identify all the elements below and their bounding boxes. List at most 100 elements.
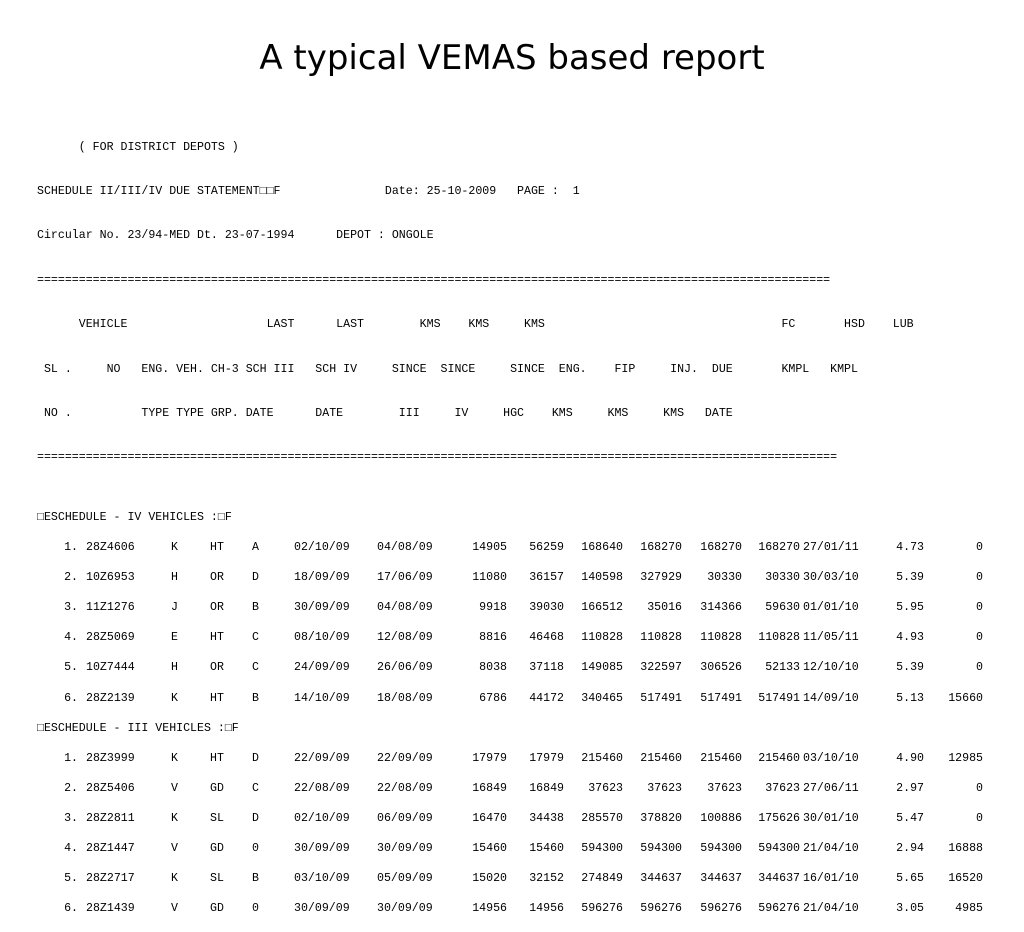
cell-eng: H [171, 571, 178, 585]
cell-inj: 37623 [765, 781, 800, 795]
spacer [37, 767, 914, 782]
cell-ch: C [252, 781, 259, 795]
cell-fc: 03/10/10 [803, 751, 859, 765]
cell-veh: SL [210, 811, 224, 825]
section-heading: □ESCHEDULE - IV VEHICLES :□F [37, 511, 232, 525]
cell-fc: 21/04/10 [803, 842, 859, 856]
cell-fip: 314366 [700, 601, 742, 615]
spacer [37, 736, 914, 751]
cell-hgc: 596276 [581, 902, 623, 916]
cell-inj: 168270 [758, 541, 800, 555]
cell-hgc: 215460 [581, 751, 623, 765]
circular-depot-line: Circular No. 23/94-MED Dt. 23-07-1994 DE… [37, 229, 434, 243]
cell-last4: 05/09/09 [377, 872, 433, 886]
cell-sl: 1. [64, 751, 78, 765]
schedule-date-line: SCHEDULE II/III/IV DUE STATEMENT□□F Date… [37, 184, 580, 198]
cell-ch: C [252, 631, 259, 645]
cell-hsd: 5.95 [896, 601, 924, 615]
cell-kms3: 14956 [472, 902, 507, 916]
spacer [37, 857, 914, 872]
cell-eng-kms: 110828 [640, 631, 682, 645]
spacer [37, 496, 914, 511]
cell-eng: K [171, 751, 178, 765]
cell-kms4: 36157 [529, 571, 564, 585]
spacer [37, 646, 914, 661]
cell-fc: 12/10/10 [803, 661, 859, 675]
cell-sl: 1. [64, 541, 78, 555]
cell-hgc: 140598 [581, 571, 623, 585]
cell-last4: 12/08/09 [377, 631, 433, 645]
cell-veh: GD [210, 781, 224, 795]
cell-eng-kms: 322597 [640, 661, 682, 675]
cell-fip: 344637 [700, 872, 742, 886]
cell-ch: D [252, 751, 259, 765]
cell-hgc: 285570 [581, 811, 623, 825]
cell-kms4: 44172 [529, 691, 564, 705]
cell-eng-kms: 215460 [640, 751, 682, 765]
slide-title: A typical VEMAS based report [259, 38, 765, 78]
cell-kms4: 37118 [529, 661, 564, 675]
cell-eng-kms: 378820 [640, 811, 682, 825]
cell-ch: 0 [252, 902, 259, 916]
cell-lub: 0 [976, 631, 983, 645]
cell-last4: 30/09/09 [377, 842, 433, 856]
cell-inj: 59630 [765, 601, 800, 615]
cell-inj: 52133 [765, 661, 800, 675]
cell-fc: 30/01/10 [803, 811, 859, 825]
cell-sl: 6. [64, 691, 78, 705]
cell-last3: 02/10/09 [294, 541, 350, 555]
cell-fc: 14/09/10 [803, 691, 859, 705]
cell-veh: HT [210, 541, 224, 555]
cell-hsd: 4.93 [896, 631, 924, 645]
cell-lub: 0 [976, 661, 983, 675]
cell-lub: 16888 [948, 842, 983, 856]
cell-eng-kms: 517491 [640, 691, 682, 705]
cell-fip: 30330 [707, 571, 742, 585]
table-row: 4. 28Z1447 V GD 0 30/09/09 30/09/09 15460 15460 5… [37, 842, 983, 857]
cell-lub: 0 [976, 781, 983, 795]
cell-kms3: 8816 [479, 631, 507, 645]
cell-ch: D [252, 811, 259, 825]
table-row: 2. 10Z6953 H OR D 18/09/09 17/06/09 11080 36157 1… [37, 571, 983, 586]
cell-hgc: 340465 [581, 691, 623, 705]
cell-kms4: 56259 [529, 541, 564, 555]
table-row: 3. 11Z1276 J OR B 30/09/09 04/08/09 9918 39030 16… [37, 601, 983, 616]
cell-eng: K [171, 872, 178, 886]
cell-hgc: 37623 [588, 781, 623, 795]
cell-kms3: 14905 [472, 541, 507, 555]
cell-no: 28Z2139 [86, 691, 135, 705]
cell-eng: K [171, 811, 178, 825]
cell-ch: D [252, 571, 259, 585]
cell-kms4: 34438 [529, 811, 564, 825]
spacer [37, 887, 914, 902]
cell-hgc: 594300 [581, 842, 623, 856]
cell-sl: 5. [64, 872, 78, 886]
cell-fip: 596276 [700, 902, 742, 916]
cell-eng-kms: 594300 [640, 842, 682, 856]
cell-sl: 3. [64, 601, 78, 615]
cell-lub: 16520 [948, 872, 983, 886]
bottom-rule: ========================================… [37, 451, 838, 465]
spacer [37, 797, 914, 812]
cell-veh: SL [210, 872, 224, 886]
cell-eng: K [171, 541, 178, 555]
cell-eng: V [171, 842, 178, 856]
top-rule: ========================================… [37, 273, 831, 287]
cell-hsd: 4.90 [896, 751, 924, 765]
cell-no: 11Z1276 [86, 601, 135, 615]
cell-kms3: 15460 [472, 842, 507, 856]
cell-ch: C [252, 661, 259, 675]
spacer [37, 827, 914, 842]
cell-last3: 30/09/09 [294, 601, 350, 615]
cell-sl: 2. [64, 781, 78, 795]
cell-no: 10Z6953 [86, 571, 135, 585]
cell-fc: 27/06/11 [803, 781, 859, 795]
cell-fip: 110828 [700, 631, 742, 645]
cell-ch: B [252, 872, 259, 886]
cell-fip: 37623 [707, 781, 742, 795]
cell-inj: 594300 [758, 842, 800, 856]
cell-last3: 02/10/09 [294, 811, 350, 825]
spacer [37, 526, 914, 541]
cell-no: 28Z1439 [86, 902, 135, 916]
cell-hgc: 168640 [581, 541, 623, 555]
